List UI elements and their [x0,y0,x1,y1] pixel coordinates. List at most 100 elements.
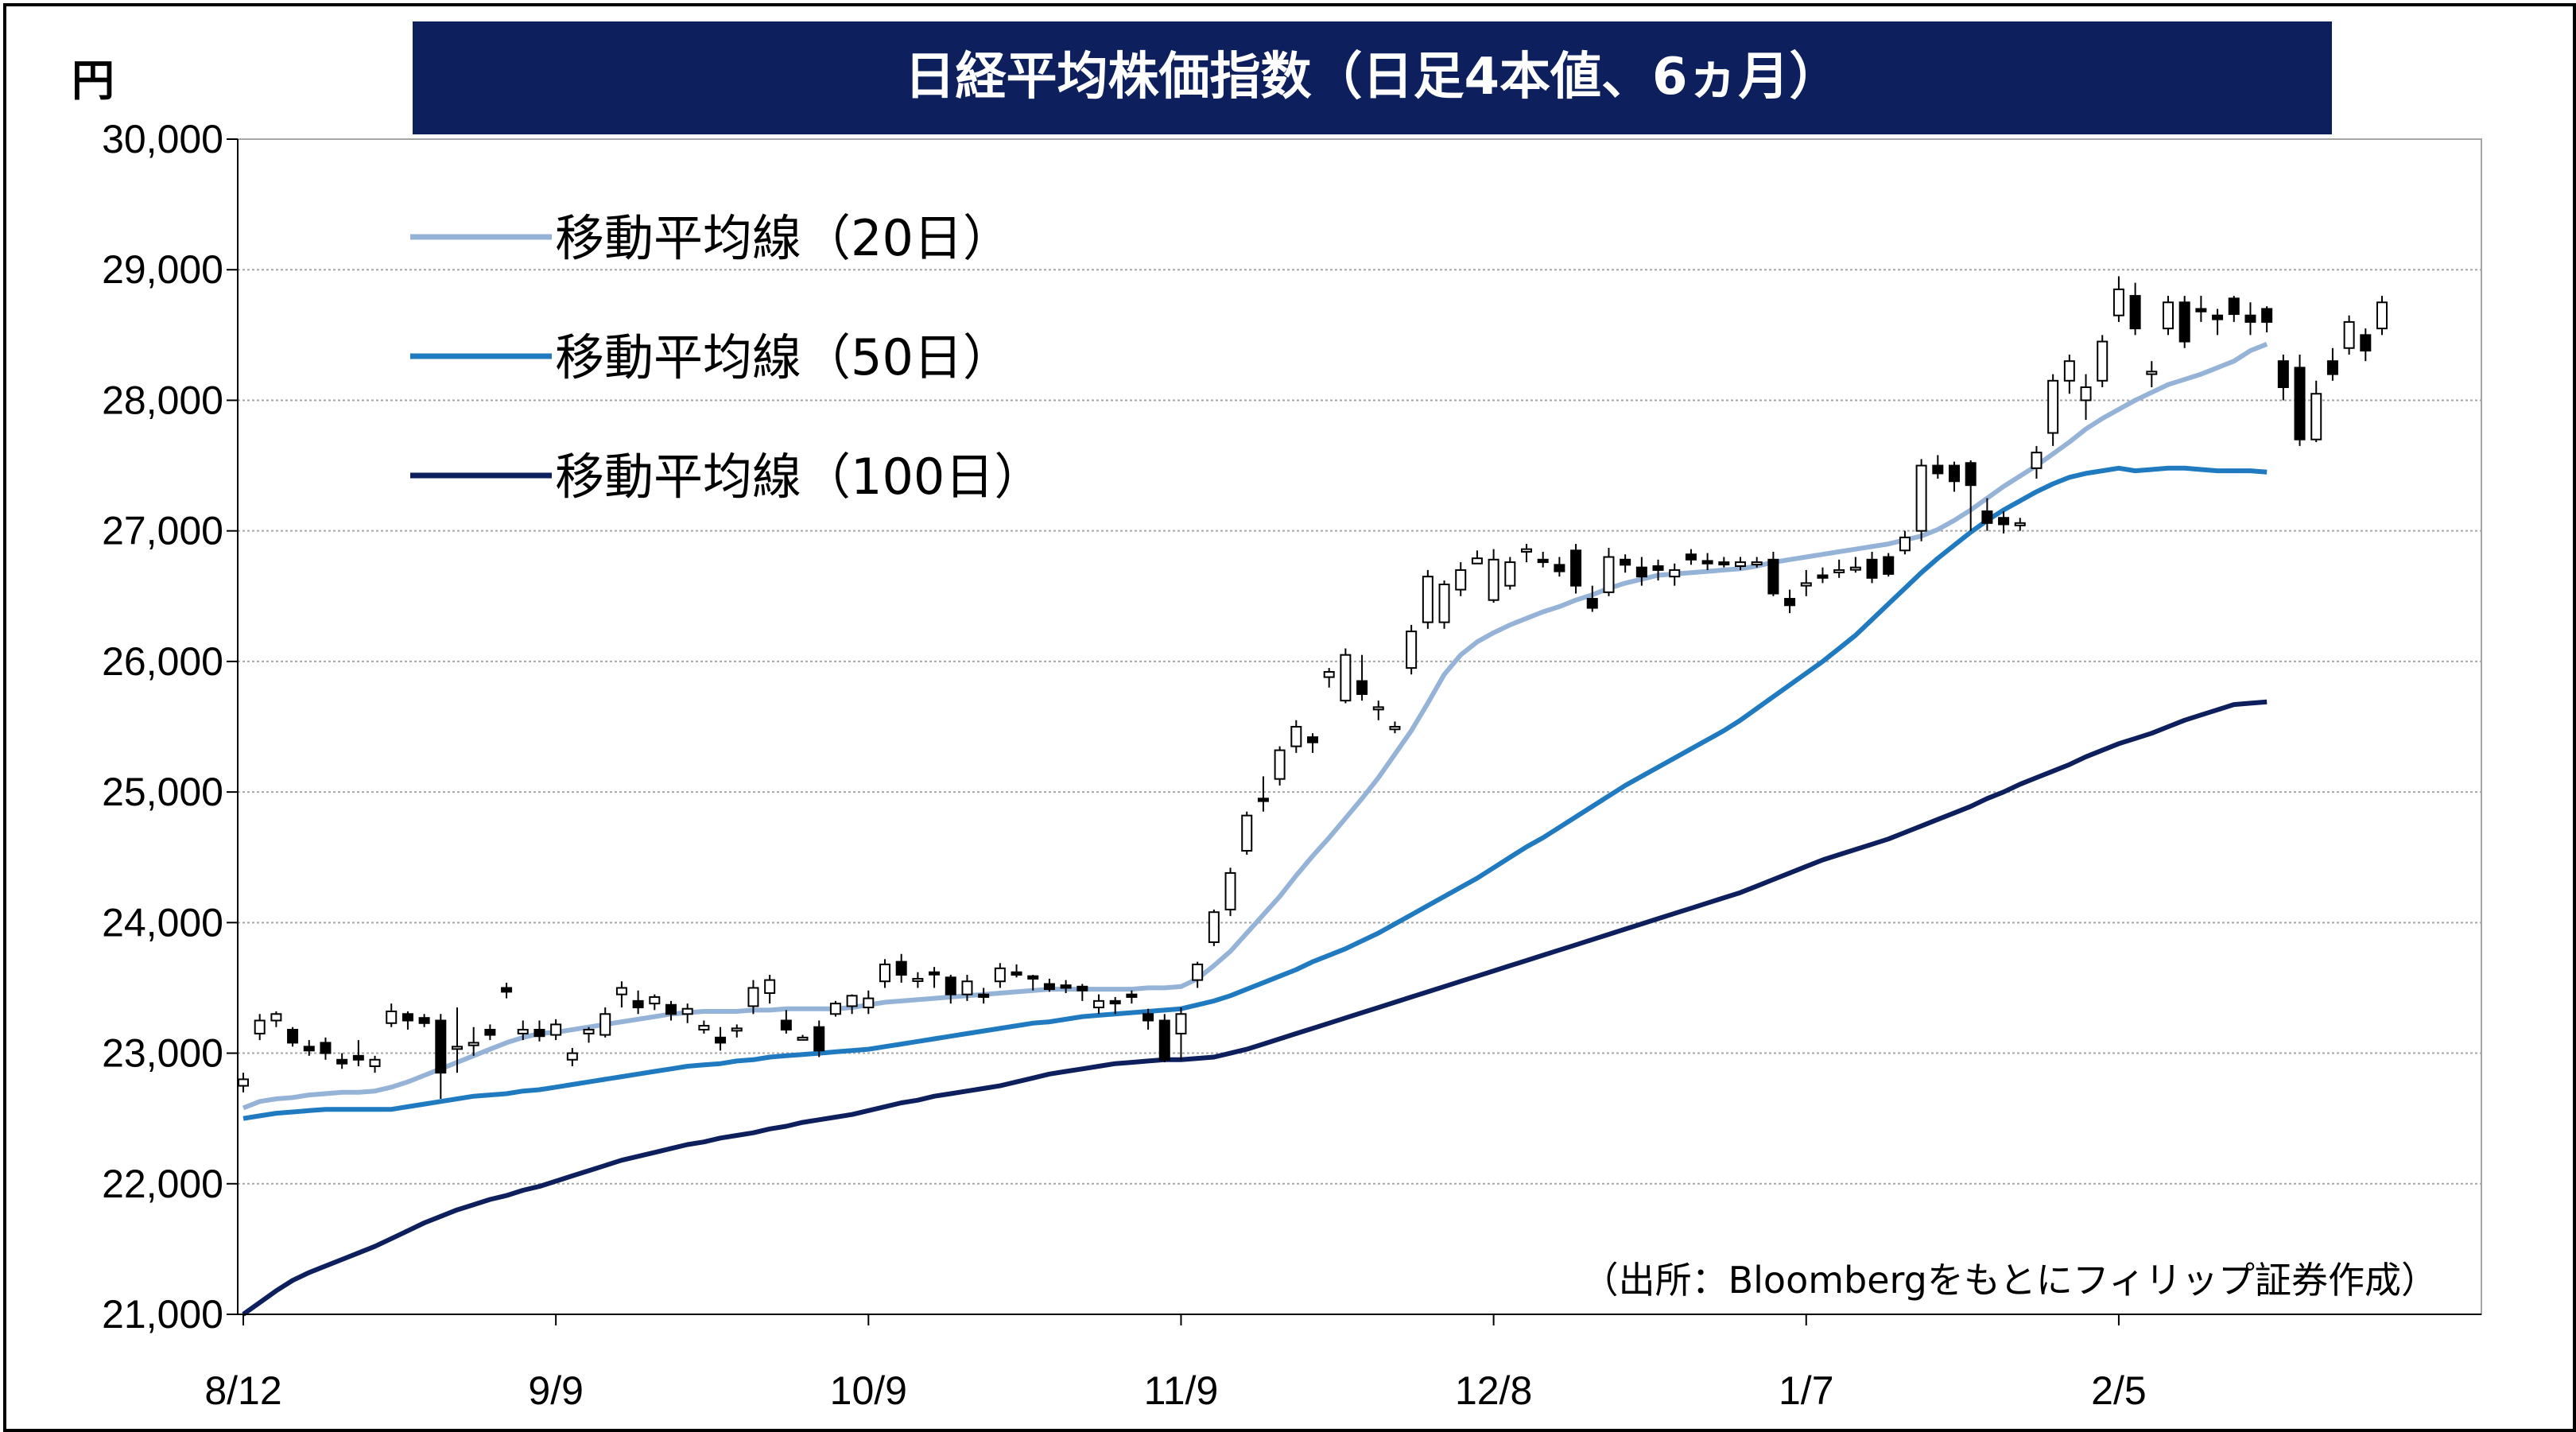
candle-body [1586,598,1598,609]
candle [1784,589,1796,614]
x-tick-label: 8/12 [204,1368,281,1413]
candle-body [1521,548,1532,553]
candle-body [1981,510,1993,524]
candle-body [1158,1019,1170,1061]
candle [1340,648,1352,704]
candle [747,980,759,1015]
candle-body [2360,334,2372,352]
candle [2294,354,2306,446]
candle-body [435,1019,447,1074]
candle [484,1024,496,1041]
candle [1208,909,1220,946]
candle [698,1020,710,1034]
candle [1866,551,1878,584]
candle-body [1949,464,1960,483]
candle-body [632,999,644,1009]
candle-body [1356,680,1368,695]
candle [1767,551,1779,596]
candle [320,1037,332,1060]
candle-body [2080,386,2092,402]
candle [1965,460,1977,531]
candle [2376,296,2388,336]
candle-body [1685,553,1697,561]
candle [1537,551,1549,568]
y-tick-label: 23,000 [102,1031,223,1076]
candle-body [1192,963,1204,981]
candle-body [1635,566,1647,578]
candle [1915,459,1927,541]
source-note: （出所：Bloombergをもとにフィリップ証券作成） [1582,1259,2438,1302]
candle-body [2047,379,2059,434]
candlestick-chart: 日経平均株価指数（日足4本値、6ヵ月） 円 21,000 22,000 23,000… [72,21,2482,1413]
candle-body [2063,360,2075,382]
candle [813,1020,825,1058]
candle-body [1554,564,1565,572]
candle-body [863,997,875,1009]
candle-body [846,995,858,1007]
candle [879,959,890,988]
candle [1109,996,1121,1015]
candle [715,1026,727,1051]
candle [1932,455,1944,479]
candle [994,963,1006,988]
candle-body [1143,1013,1154,1022]
candle [1652,559,1664,581]
candle-body [978,993,990,998]
candle-body [2031,452,2043,469]
candle [1011,964,1022,978]
candle-body [550,1023,562,1036]
candle-body [895,960,907,976]
ma-line-1 [242,465,2268,1121]
candle-body [698,1025,710,1030]
chart-title: 日経平均株価指数（日足4本値、6ヵ月） [904,48,1840,107]
candle [550,1019,562,1041]
candle-body [1471,557,1483,565]
candle-body [1027,975,1039,980]
candle-body [2014,522,2026,526]
x-tick-label: 2/5 [2091,1368,2147,1413]
candle-body [2244,314,2256,323]
candle [1060,980,1072,994]
candle [2310,380,2322,442]
candle [1849,557,1861,573]
candle-body [1833,569,1845,573]
candle [1735,557,1746,570]
candle-body [813,1026,825,1052]
candle-body [715,1036,727,1044]
candle-body [533,1028,545,1038]
candle-body [2228,297,2240,316]
candle [1257,776,1269,812]
candle [386,1003,398,1027]
candle [2228,296,2240,322]
candle-body [665,1003,677,1015]
candle-body [501,987,513,993]
candle-body [2178,301,2190,343]
candle-body [402,1013,413,1022]
y-axis-unit: 円 [72,56,114,106]
candle [2163,296,2174,336]
y-tick-label: 30,000 [102,117,223,161]
axes: 21,000 22,000 23,000 24,000 25,000 26,000 27,0… [102,117,2481,1413]
candle-body [2326,360,2338,375]
candle [2277,354,2289,401]
candle-body [1307,736,1318,743]
candle [369,1055,381,1073]
candle [2244,302,2256,336]
candle [1389,721,1401,734]
candle-body [764,979,776,995]
candle-body [929,971,941,976]
candle-body [1751,561,1763,566]
candle [2195,296,2207,322]
candle-body [1126,993,1138,998]
candle-body [2212,314,2224,320]
candle [1603,548,1615,596]
candle [287,1026,299,1047]
candle-body [1422,576,1433,623]
candle [1192,961,1204,988]
candle-body [1011,971,1022,976]
candle [1685,549,1697,565]
candle [665,1000,677,1021]
candle-body [747,987,759,1007]
candle-body [1932,464,1944,475]
candle-body [1735,561,1746,568]
